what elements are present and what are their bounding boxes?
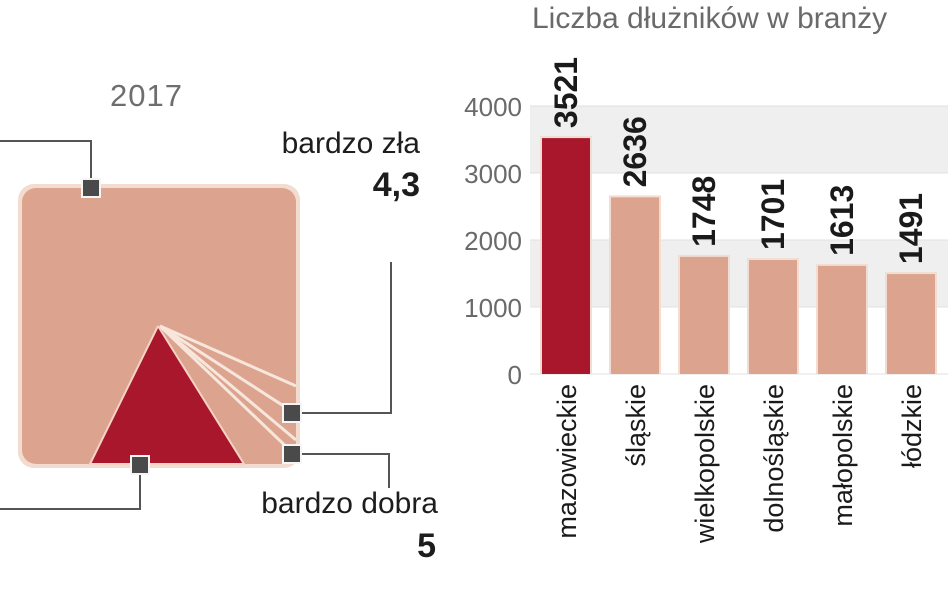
- triangle-shape: [90, 326, 244, 464]
- marker-square: [130, 455, 150, 475]
- x-tick-label: łódzkie: [897, 384, 927, 468]
- bar-value-label: 2636: [617, 116, 653, 187]
- bar: [680, 256, 728, 374]
- bardzo-dobra-label: bardzo dobra: [261, 487, 438, 520]
- fan-line: [159, 324, 297, 442]
- y-tick-label: 1000: [464, 293, 522, 323]
- x-tick-label: wielkopolskie: [690, 384, 720, 544]
- marker-square: [282, 444, 302, 464]
- bardzo-zla-value: 4,3: [372, 166, 420, 204]
- connector-line-bardzo-zla: [292, 262, 392, 414]
- bar-chart: 0 1000 2000 3000 4000 3521 2636 1748 1701 1613 14…: [464, 57, 948, 544]
- fan-line: [158, 324, 298, 458]
- marker-square: [282, 403, 302, 423]
- bar-value-label: 3521: [548, 57, 584, 128]
- bar: [887, 274, 935, 374]
- bar: [749, 260, 797, 374]
- bar-value-label: 1491: [893, 193, 929, 264]
- rating-graphic: [0, 140, 392, 510]
- connector-line-bardzo-dobra: [292, 453, 390, 488]
- bar-group: [540, 136, 937, 374]
- x-tick-label: śląskie: [621, 384, 651, 467]
- y-axis: 0 1000 2000 3000 4000: [464, 92, 522, 390]
- bardzo-dobra-value: 5: [417, 527, 436, 565]
- year-label: 2017: [110, 78, 183, 113]
- bar-value-label: 1748: [686, 176, 722, 247]
- bar: [611, 197, 659, 374]
- y-tick-label: 0: [508, 360, 522, 390]
- x-tick-label: dolnośląskie: [759, 384, 789, 533]
- value-labels: 3521 2636 1748 1701 1613 1491: [548, 57, 929, 264]
- bar-value-label: 1701: [755, 179, 791, 250]
- y-tick-label: 4000: [464, 92, 522, 122]
- chart-title: Liczba dłużników w branży: [532, 2, 888, 35]
- x-axis: mazowieckie śląskie wielkopolskie dolnośląs…: [552, 384, 927, 544]
- bar-value-label: 1613: [824, 185, 860, 256]
- fan-line: [159, 324, 297, 388]
- x-tick-label: małopolskie: [828, 384, 858, 527]
- x-tick-label: mazowieckie: [552, 384, 582, 539]
- grid-bands: [530, 105, 948, 375]
- bardzo-zla-label: bardzo zła: [281, 127, 420, 160]
- fan-line: [159, 324, 297, 416]
- connector-line-top: [0, 140, 92, 187]
- grid-band: [530, 240, 948, 307]
- bar: [818, 265, 866, 374]
- bar: [542, 138, 590, 374]
- y-tick-label: 3000: [464, 159, 522, 189]
- connector-line-bottom: [0, 465, 141, 510]
- y-tick-label: 2000: [464, 226, 522, 256]
- grid-band: [530, 106, 948, 173]
- triangle-outline: [88, 325, 246, 465]
- marker-square: [81, 178, 101, 198]
